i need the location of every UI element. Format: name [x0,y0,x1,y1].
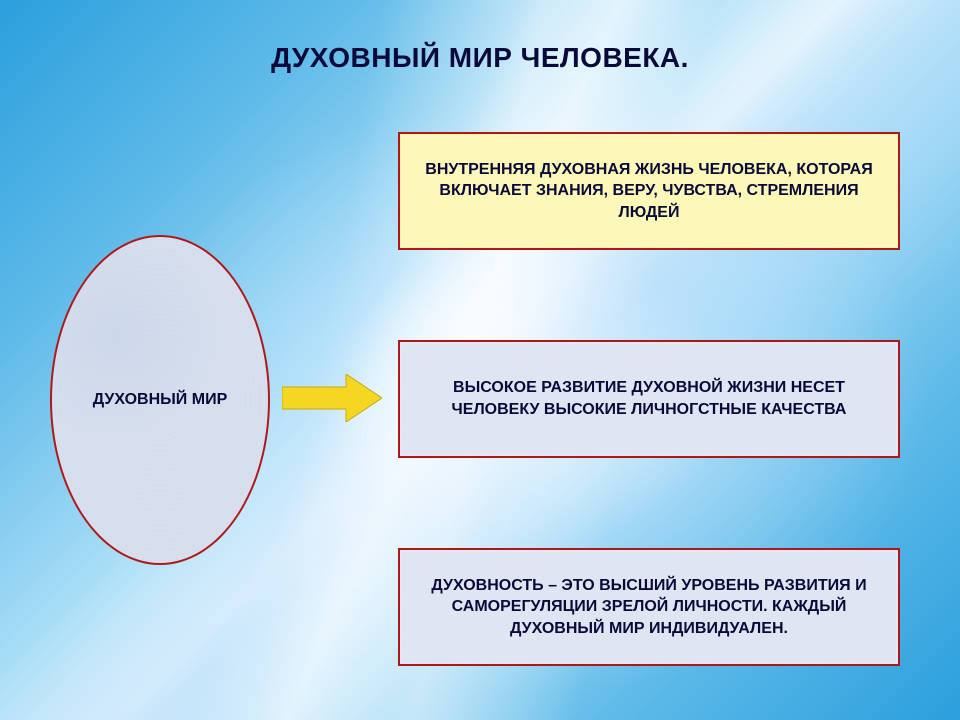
source-ellipse: ДУХОВНЫЙ МИР [50,235,270,565]
info-box-1: ВНУТРЕННЯЯ ДУХОВНАЯ ЖИЗНЬ ЧЕЛОВЕКА, КОТО… [398,132,900,250]
info-box-3: ДУХОВНОСТЬ – ЭТО ВЫСШИЙ УРОВЕНЬ РАЗВИТИЯ… [398,548,900,666]
slide-title: ДУХОВНЫЙ МИР ЧЕЛОВЕКА. [271,42,689,74]
info-box-text: ВНУТРЕННЯЯ ДУХОВНАЯ ЖИЗНЬ ЧЕЛОВЕКА, КОТО… [418,159,880,224]
info-box-2: ВЫСОКОЕ РАЗВИТИЕ ДУХОВНОЙ ЖИЗНИ НЕСЕТ ЧЕ… [398,340,900,458]
info-box-text: ВЫСОКОЕ РАЗВИТИЕ ДУХОВНОЙ ЖИЗНИ НЕСЕТ ЧЕ… [418,377,880,420]
ellipse-label: ДУХОВНЫЙ МИР [93,389,227,411]
info-box-text: ДУХОВНОСТЬ – ЭТО ВЫСШИЙ УРОВЕНЬ РАЗВИТИЯ… [418,575,880,640]
arrow-icon [282,374,382,422]
